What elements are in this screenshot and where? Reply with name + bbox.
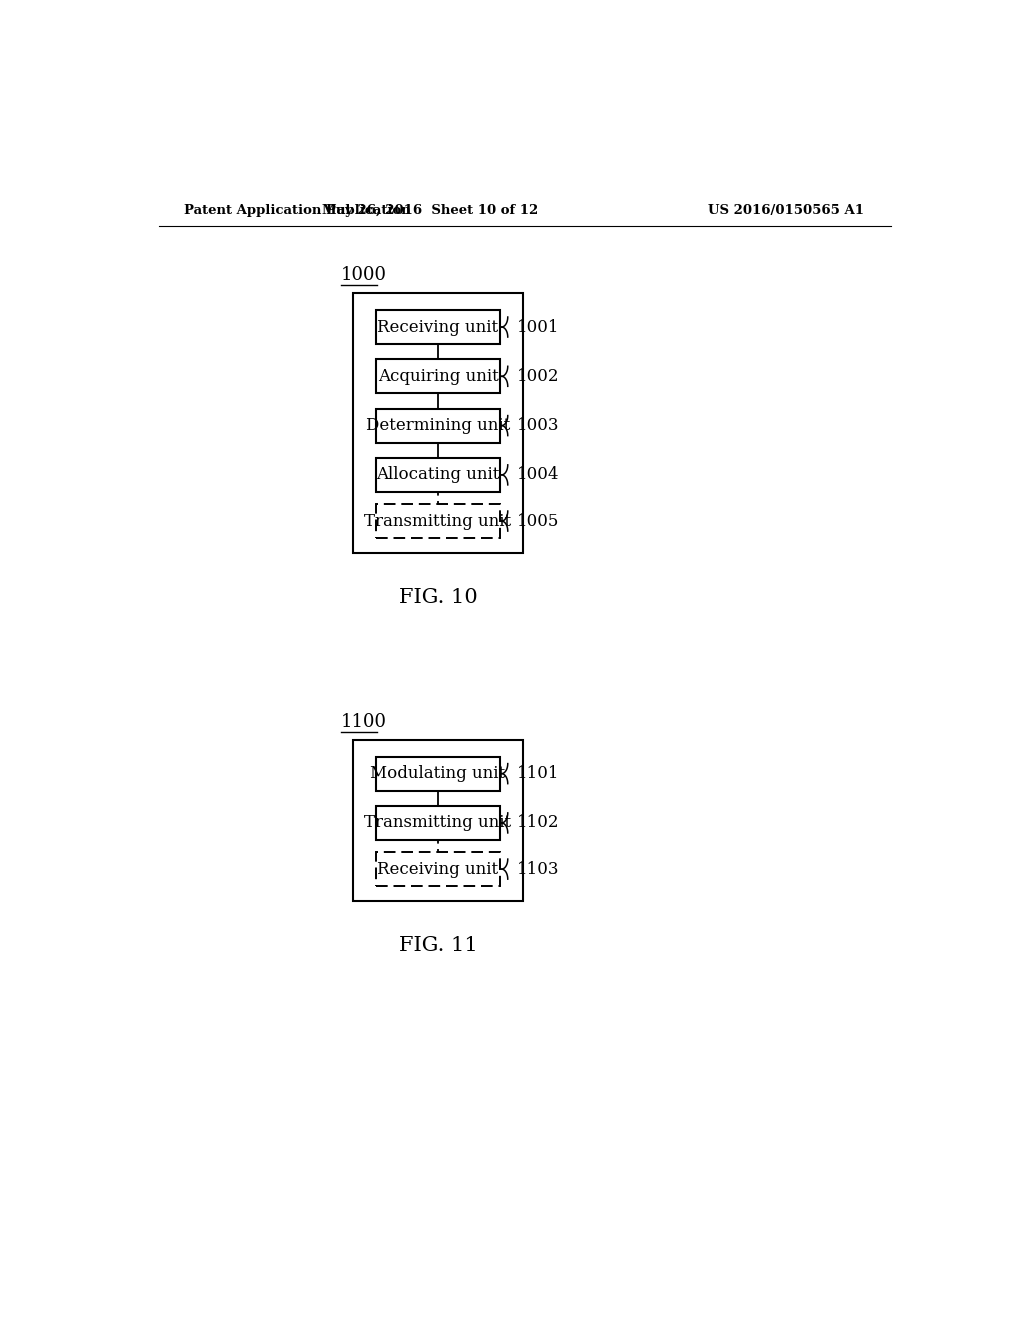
Text: 1001: 1001 <box>517 318 559 335</box>
Text: Receiving unit: Receiving unit <box>378 318 499 335</box>
Text: 1100: 1100 <box>341 713 387 730</box>
Text: 1003: 1003 <box>517 417 559 434</box>
Text: 1000: 1000 <box>341 265 387 284</box>
Text: Allocating unit: Allocating unit <box>376 466 500 483</box>
Text: Determining unit: Determining unit <box>366 417 510 434</box>
Text: Patent Application Publication: Patent Application Publication <box>183 205 411 218</box>
Bar <box>376 853 500 886</box>
Text: Transmitting unit: Transmitting unit <box>365 814 512 832</box>
Text: FIG. 11: FIG. 11 <box>398 936 477 956</box>
Text: 1005: 1005 <box>517 512 559 529</box>
Text: 1002: 1002 <box>517 368 559 385</box>
Text: Receiving unit: Receiving unit <box>378 861 499 878</box>
Text: Transmitting unit: Transmitting unit <box>365 512 512 529</box>
Bar <box>376 504 500 539</box>
Bar <box>376 409 500 442</box>
Text: Modulating unit: Modulating unit <box>371 766 506 783</box>
Bar <box>376 756 500 791</box>
Bar <box>352 739 523 902</box>
Text: 1103: 1103 <box>517 861 559 878</box>
Bar <box>376 807 500 840</box>
Text: 1004: 1004 <box>517 466 559 483</box>
Bar <box>376 310 500 345</box>
Bar <box>352 293 523 553</box>
Text: May 26, 2016  Sheet 10 of 12: May 26, 2016 Sheet 10 of 12 <box>323 205 539 218</box>
Text: FIG. 10: FIG. 10 <box>398 589 477 607</box>
Bar <box>376 458 500 492</box>
Bar <box>376 359 500 393</box>
Text: US 2016/0150565 A1: US 2016/0150565 A1 <box>709 205 864 218</box>
Text: Acquiring unit: Acquiring unit <box>378 368 499 385</box>
Text: 1102: 1102 <box>517 814 559 832</box>
Text: 1101: 1101 <box>517 766 559 783</box>
